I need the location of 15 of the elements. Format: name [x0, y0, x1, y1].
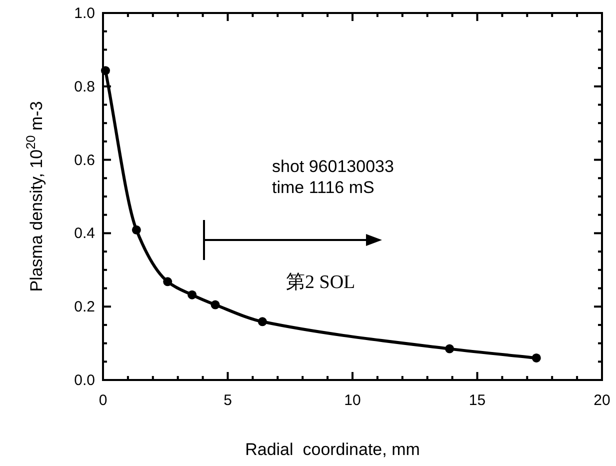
ytick: 1.0: [74, 5, 95, 22]
ytick: 0.4: [74, 225, 95, 242]
ytick: 0.0: [74, 372, 95, 389]
xtick: 0: [98, 392, 108, 409]
annotation: time 1116 mS: [272, 178, 374, 197]
ytick: 0.2: [74, 298, 95, 316]
xtick: 5: [224, 392, 232, 409]
xtick: 10: [344, 392, 361, 409]
ytick: 0.6: [74, 152, 95, 169]
annotation: shot 960130033: [272, 157, 394, 176]
xlabel: Radial coordinate, mm: [245, 440, 420, 459]
xtick: 15: [468, 392, 486, 409]
ytick: 0.8: [74, 78, 95, 96]
xtick: 20: [594, 392, 610, 409]
annotation: 第2 SOL: [286, 272, 356, 293]
